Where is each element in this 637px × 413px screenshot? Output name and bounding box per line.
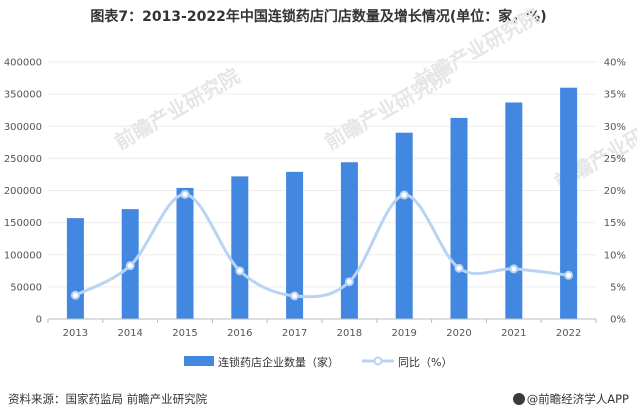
bar	[340, 162, 358, 319]
line-point	[70, 290, 80, 300]
legend-bar-swatch	[184, 356, 214, 366]
x-tick-label: 2014	[117, 328, 142, 339]
y-left-tick-label: 350000	[4, 90, 42, 101]
watermark-text: 前瞻产业研究院	[111, 64, 244, 155]
y-left-tick-label: 200000	[4, 186, 42, 197]
watermark-text: 前瞻产业研究院	[411, 4, 544, 95]
line-point	[509, 264, 519, 274]
line-point	[125, 261, 135, 271]
x-tick-label: 2019	[391, 328, 416, 339]
bar	[450, 117, 468, 320]
y-left-tick-label: 100000	[4, 250, 42, 261]
bar	[231, 176, 249, 319]
legend-bar-label: 连锁药店企业数量（家）	[218, 355, 339, 369]
line-point	[399, 190, 409, 200]
line-point	[344, 277, 354, 287]
source-note: 资料来源：国家药监局 前瞻产业研究院	[8, 392, 208, 406]
brand-logo-icon	[512, 393, 525, 405]
y-right-tick-label: 20%	[604, 186, 626, 197]
y-right-tick-label: 30%	[604, 122, 626, 133]
bar	[66, 218, 84, 319]
y-left-tick-label: 50000	[10, 282, 42, 293]
y-left-tick-label: 0	[36, 315, 42, 326]
legend-line-label: 同比（%）	[398, 356, 452, 369]
series-line	[74, 192, 569, 299]
x-tick-label: 2013	[63, 328, 88, 339]
chart-title: 图表7：2013-2022年中国连锁药店门店数量及增长情况(单位：家，%)	[90, 9, 547, 25]
bar	[505, 102, 523, 319]
brand-text: @前瞻经济学人APP	[526, 392, 629, 406]
grid-layer	[48, 61, 596, 288]
line-point	[564, 270, 574, 280]
line-point	[290, 291, 300, 301]
x-tick-label: 2018	[337, 328, 362, 339]
bar	[395, 132, 413, 319]
axis-layer: 0 0% 50000 5% 100000 10% 150000 15% 200000 20% 250…	[4, 58, 626, 340]
y-right-tick-label: 10%	[604, 250, 626, 261]
y-right-tick-label: 0%	[610, 315, 626, 326]
legend-line-marker	[373, 356, 383, 366]
x-tick-label: 2017	[282, 328, 307, 339]
y-right-tick-label: 40%	[604, 58, 626, 69]
y-left-tick-label: 150000	[4, 218, 42, 229]
line-layer	[70, 189, 574, 301]
y-right-tick-label: 25%	[604, 154, 626, 165]
footer: 资料来源：国家药监局 前瞻产业研究院 @前瞻经济学人APP	[8, 391, 629, 409]
x-tick-label: 2021	[501, 328, 526, 339]
y-left-tick-label: 400000	[4, 58, 42, 69]
y-right-tick-label: 5%	[610, 282, 626, 293]
x-tick-label: 2015	[172, 328, 197, 339]
bar	[176, 187, 194, 319]
line-point	[454, 263, 464, 273]
y-right-tick-label: 15%	[604, 218, 626, 229]
x-tick-label: 2022	[556, 328, 581, 339]
y-left-tick-label: 300000	[4, 122, 42, 133]
y-right-tick-label: 35%	[604, 90, 626, 101]
bar	[560, 87, 578, 319]
x-tick-label: 2020	[446, 328, 471, 339]
bar	[286, 171, 304, 319]
y-left-tick-label: 250000	[4, 154, 42, 165]
brand-label: @前瞻经济学人APP	[512, 391, 629, 407]
x-tick-label: 2016	[227, 328, 252, 339]
legend-layer: 连锁药店企业数量（家） 同比（%）	[184, 355, 452, 369]
line-point	[235, 266, 245, 276]
line-point	[180, 189, 190, 199]
